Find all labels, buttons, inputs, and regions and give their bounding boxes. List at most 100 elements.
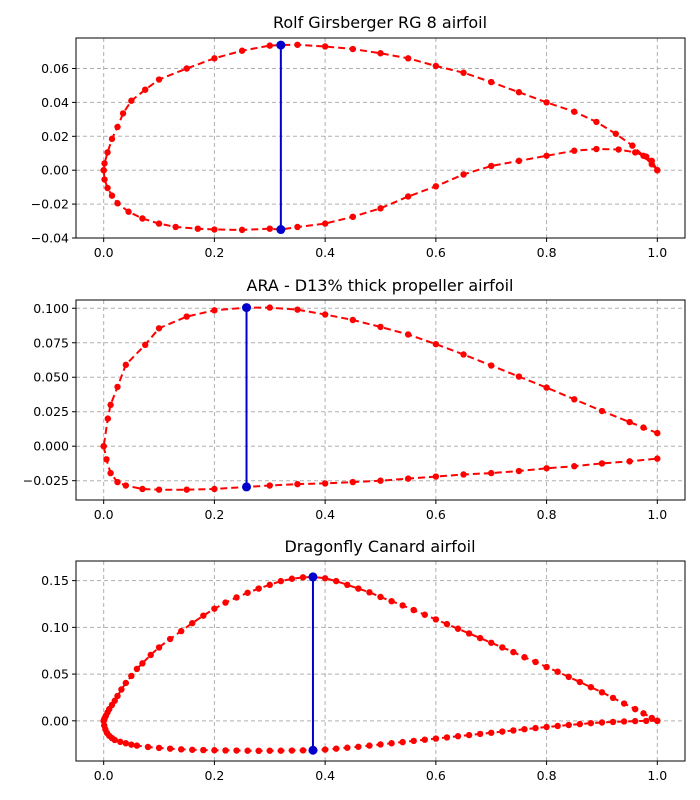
upper-surface-point bbox=[128, 97, 135, 104]
upper-surface-point bbox=[488, 78, 495, 86]
lower-surface-point bbox=[432, 735, 440, 742]
lower-surface-point bbox=[111, 736, 118, 744]
lower-surface-point bbox=[648, 157, 655, 165]
x-tick-label: 0.8 bbox=[537, 768, 557, 783]
upper-surface-point bbox=[189, 619, 196, 627]
upper-surface-point bbox=[432, 62, 440, 70]
lower-surface-point bbox=[615, 146, 622, 153]
lower-surface-point bbox=[108, 192, 116, 199]
y-tick-label: −0.04 bbox=[31, 231, 69, 246]
lower-surface-point bbox=[107, 469, 114, 477]
airfoil-subplot-3: Dragonfly Canard airfoil 0.0 0.2 0.4 0.6 0.8… bbox=[41, 537, 686, 783]
x-tick-label: 0.8 bbox=[537, 507, 557, 522]
upper-surface-point bbox=[321, 43, 329, 50]
lower-surface-point bbox=[488, 469, 495, 477]
upper-surface-point bbox=[515, 373, 523, 380]
lower-surface-point bbox=[101, 176, 108, 183]
upper-surface-point bbox=[211, 55, 218, 62]
upper-surface-point bbox=[147, 651, 154, 659]
lower-surface-point bbox=[543, 723, 550, 731]
upper-surface-point bbox=[587, 683, 595, 691]
upper-surface-point bbox=[640, 710, 647, 717]
upper-surface-point bbox=[626, 418, 633, 426]
lower-surface-point bbox=[321, 220, 329, 227]
upper-surface-point bbox=[119, 110, 127, 117]
lower-surface-point bbox=[576, 720, 584, 728]
lower-surface-point bbox=[128, 741, 135, 748]
lower-surface-point bbox=[499, 728, 506, 735]
x-tick-label: 0.6 bbox=[426, 507, 446, 522]
upper-surface-point bbox=[142, 341, 149, 349]
lower-surface-point bbox=[321, 746, 329, 753]
upper-surface-point bbox=[122, 361, 130, 369]
lower-surface-point bbox=[277, 747, 285, 754]
upper-surface-point bbox=[432, 616, 440, 623]
x-tick-label: 0.8 bbox=[537, 245, 557, 260]
upper-surface-point bbox=[299, 574, 307, 581]
lower-surface-point bbox=[144, 743, 152, 751]
lower-surface-point bbox=[183, 486, 190, 493]
lower-surface-point bbox=[349, 478, 357, 486]
lower-surface-line bbox=[102, 147, 659, 231]
lower-surface-point bbox=[377, 477, 384, 484]
x-tick-label: 0.0 bbox=[94, 768, 114, 783]
max-thickness-lower-point bbox=[242, 482, 252, 492]
lower-surface-point bbox=[631, 149, 639, 156]
lower-surface-point bbox=[133, 742, 141, 749]
x-tick-label: 1.0 bbox=[647, 245, 667, 260]
x-tick-label: 0.4 bbox=[315, 245, 335, 260]
axes-frame bbox=[75, 299, 686, 501]
upper-surface-point bbox=[107, 401, 114, 409]
lower-surface-point bbox=[114, 200, 121, 207]
upper-surface-point bbox=[598, 407, 606, 415]
upper-surface-point bbox=[333, 577, 340, 585]
upper-surface-point bbox=[631, 705, 639, 713]
upper-surface-point bbox=[155, 644, 163, 651]
y-tick-label: 0.000 bbox=[33, 439, 69, 454]
lower-surface-point bbox=[654, 167, 661, 174]
upper-surface-point bbox=[344, 581, 351, 589]
lower-surface-point bbox=[554, 722, 561, 730]
max-thickness-lower-point bbox=[276, 225, 286, 235]
lower-surface-point bbox=[211, 747, 218, 754]
lower-surface-point bbox=[139, 215, 146, 222]
lower-surface-point bbox=[155, 744, 163, 752]
lower-surface-point bbox=[521, 726, 528, 733]
lower-surface-line bbox=[102, 719, 658, 752]
subplot-title: Rolf Girsberger RG 8 airfoil bbox=[273, 13, 487, 32]
upper-surface-point bbox=[108, 135, 116, 143]
upper-surface-point bbox=[118, 686, 125, 693]
lower-surface-point bbox=[515, 467, 523, 475]
lower-surface-point bbox=[155, 220, 163, 227]
upper-surface-point bbox=[454, 625, 462, 632]
lower-surface-point bbox=[114, 478, 121, 486]
axes-frame bbox=[75, 560, 686, 762]
upper-surface-point bbox=[233, 594, 240, 601]
lower-surface-point bbox=[399, 738, 406, 746]
lower-surface-point bbox=[631, 717, 639, 725]
lower-surface-point bbox=[172, 223, 179, 231]
lower-surface-point bbox=[598, 460, 606, 467]
lower-surface-point bbox=[377, 205, 384, 212]
lower-surface-point bbox=[104, 184, 111, 192]
lower-surface-point bbox=[122, 740, 130, 747]
upper-surface-point bbox=[139, 660, 146, 667]
x-tick-label: 0.4 bbox=[315, 768, 335, 783]
lower-surface-point bbox=[654, 717, 661, 725]
lower-surface-point bbox=[571, 147, 578, 154]
upper-surface-point bbox=[499, 644, 506, 651]
upper-surface-point bbox=[211, 307, 218, 314]
lower-surface-point bbox=[100, 443, 107, 450]
upper-surface-point bbox=[460, 351, 467, 358]
lower-surface-point bbox=[571, 463, 578, 470]
lower-surface-point bbox=[233, 747, 240, 754]
lower-surface-point bbox=[255, 747, 262, 755]
upper-surface-point bbox=[288, 575, 296, 582]
upper-surface-point bbox=[266, 304, 273, 311]
y-tick-label: −0.025 bbox=[23, 473, 69, 488]
upper-surface-point bbox=[654, 429, 661, 437]
lower-surface-point bbox=[155, 486, 163, 493]
upper-surface-point bbox=[255, 585, 262, 592]
lower-surface-point bbox=[377, 741, 384, 748]
